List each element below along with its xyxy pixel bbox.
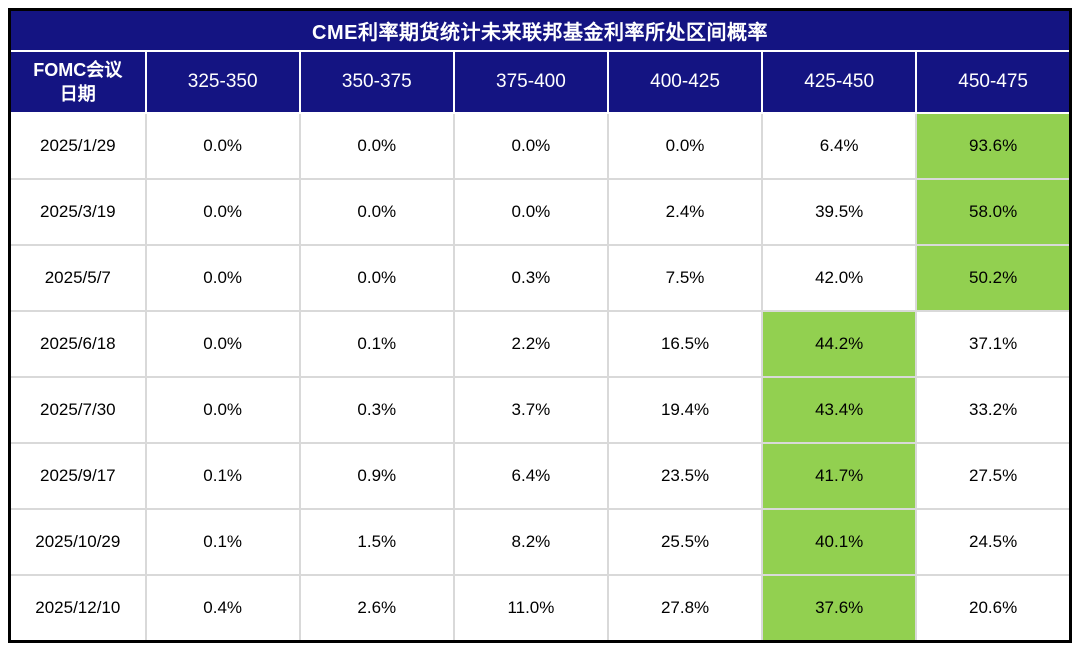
probability-cell: 33.2% bbox=[915, 376, 1072, 444]
probability-cell-highlighted: 41.7% bbox=[761, 442, 918, 510]
probability-cell: 0.3% bbox=[452, 244, 609, 312]
column-header-row: FOMC会议 日期 325-350 350-375 375-400 400-425 42… bbox=[8, 50, 1072, 114]
probability-cell: 0.1% bbox=[144, 442, 301, 510]
probability-cell: 27.8% bbox=[606, 574, 764, 643]
probability-cell: 11.0% bbox=[452, 574, 609, 643]
fomc-date-cell: 2025/5/7 bbox=[8, 244, 147, 312]
probability-cell-highlighted: 50.2% bbox=[915, 244, 1072, 312]
probability-cell: 2.2% bbox=[452, 310, 609, 378]
probability-table-container: CME利率期货统计未来联邦基金利率所处区间概率 FOMC会议 日期 325-35… bbox=[8, 8, 1072, 643]
probability-cell: 20.6% bbox=[915, 574, 1072, 643]
probability-cell-highlighted: 40.1% bbox=[761, 508, 918, 576]
fomc-date-cell: 2025/1/29 bbox=[8, 112, 147, 180]
rate-range-header: 400-425 bbox=[606, 50, 764, 114]
table-row: 2025/3/19 0.0% 0.0% 0.0% 2.4% 39.5% 58.0% bbox=[8, 178, 1072, 246]
probability-cell: 16.5% bbox=[606, 310, 764, 378]
table-row: 2025/9/17 0.1% 0.9% 6.4% 23.5% 41.7% 27.5% bbox=[8, 442, 1072, 510]
fomc-date-cell: 2025/3/19 bbox=[8, 178, 147, 246]
probability-cell: 0.9% bbox=[298, 442, 455, 510]
table-row: 2025/6/18 0.0% 0.1% 2.2% 16.5% 44.2% 37.1% bbox=[8, 310, 1072, 378]
probability-cell: 0.0% bbox=[144, 112, 301, 180]
rate-range-header: 350-375 bbox=[298, 50, 455, 114]
rate-range-header: 375-400 bbox=[452, 50, 609, 114]
fomc-date-cell: 2025/10/29 bbox=[8, 508, 147, 576]
rate-range-header: 425-450 bbox=[761, 50, 918, 114]
probability-cell: 0.0% bbox=[452, 112, 609, 180]
probability-cell: 0.0% bbox=[452, 178, 609, 246]
probability-cell: 37.1% bbox=[915, 310, 1072, 378]
title-row: CME利率期货统计未来联邦基金利率所处区间概率 bbox=[8, 8, 1072, 52]
table-row: 2025/10/29 0.1% 1.5% 8.2% 25.5% 40.1% 24.5% bbox=[8, 508, 1072, 576]
rate-range-header: 325-350 bbox=[144, 50, 301, 114]
probability-cell: 6.4% bbox=[761, 112, 918, 180]
fomc-date-cell: 2025/12/10 bbox=[8, 574, 147, 643]
probability-cell: 0.1% bbox=[298, 310, 455, 378]
probability-cell-highlighted: 43.4% bbox=[761, 376, 918, 444]
probability-cell: 2.4% bbox=[606, 178, 764, 246]
probability-cell: 1.5% bbox=[298, 508, 455, 576]
table-row: 2025/1/29 0.0% 0.0% 0.0% 0.0% 6.4% 93.6% bbox=[8, 112, 1072, 180]
probability-cell: 27.5% bbox=[915, 442, 1072, 510]
table-row: 2025/7/30 0.0% 0.3% 3.7% 19.4% 43.4% 33.2% bbox=[8, 376, 1072, 444]
fomc-date-cell: 2025/9/17 bbox=[8, 442, 147, 510]
probability-cell: 23.5% bbox=[606, 442, 764, 510]
probability-cell: 0.3% bbox=[298, 376, 455, 444]
rate-range-header: 450-475 bbox=[915, 50, 1072, 114]
fomc-date-column-header: FOMC会议 日期 bbox=[8, 50, 147, 114]
probability-cell: 6.4% bbox=[452, 442, 609, 510]
probability-cell-highlighted: 37.6% bbox=[761, 574, 918, 643]
probability-cell: 0.1% bbox=[144, 508, 301, 576]
table-title: CME利率期货统计未来联邦基金利率所处区间概率 bbox=[8, 8, 1072, 52]
probability-cell: 19.4% bbox=[606, 376, 764, 444]
probability-cell: 0.0% bbox=[298, 112, 455, 180]
probability-cell: 2.6% bbox=[298, 574, 455, 643]
probability-cell: 0.0% bbox=[606, 112, 764, 180]
probability-cell: 39.5% bbox=[761, 178, 918, 246]
probability-cell-highlighted: 58.0% bbox=[915, 178, 1072, 246]
probability-cell: 25.5% bbox=[606, 508, 764, 576]
probability-cell: 0.0% bbox=[144, 178, 301, 246]
probability-cell: 0.0% bbox=[144, 376, 301, 444]
probability-cell: 3.7% bbox=[452, 376, 609, 444]
fomc-rate-probability-table: CME利率期货统计未来联邦基金利率所处区间概率 FOMC会议 日期 325-35… bbox=[8, 8, 1072, 643]
probability-cell: 42.0% bbox=[761, 244, 918, 312]
probability-cell: 0.4% bbox=[144, 574, 301, 643]
fomc-date-cell: 2025/6/18 bbox=[8, 310, 147, 378]
probability-cell: 8.2% bbox=[452, 508, 609, 576]
probability-cell-highlighted: 44.2% bbox=[761, 310, 918, 378]
probability-cell-highlighted: 93.6% bbox=[915, 112, 1072, 180]
table-row: 2025/5/7 0.0% 0.0% 0.3% 7.5% 42.0% 50.2% bbox=[8, 244, 1072, 312]
fomc-date-cell: 2025/7/30 bbox=[8, 376, 147, 444]
probability-cell: 0.0% bbox=[144, 310, 301, 378]
probability-cell: 0.0% bbox=[298, 244, 455, 312]
table-row: 2025/12/10 0.4% 2.6% 11.0% 27.8% 37.6% 20.6% bbox=[8, 574, 1072, 643]
probability-cell: 7.5% bbox=[606, 244, 764, 312]
probability-cell: 24.5% bbox=[915, 508, 1072, 576]
probability-cell: 0.0% bbox=[298, 178, 455, 246]
probability-cell: 0.0% bbox=[144, 244, 301, 312]
table-body: 2025/1/29 0.0% 0.0% 0.0% 0.0% 6.4% 93.6% 2025/3… bbox=[8, 112, 1072, 643]
